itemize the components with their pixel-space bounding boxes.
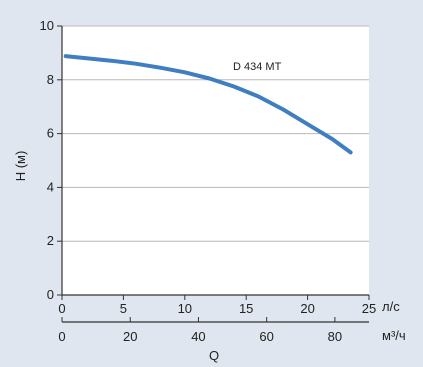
y-tick-label: 8 [47,72,54,87]
series-label: D 434 MT [233,61,282,73]
x-tick-label: 10 [178,301,192,316]
axes [57,25,370,300]
secondary-tick-label: 40 [191,329,205,344]
secondary-tick-label: 80 [328,329,342,344]
secondary-tick-label: 20 [123,329,137,344]
y-tick-label: 0 [47,287,54,302]
plot-area [62,26,369,295]
y-tick-label: 10 [40,18,54,33]
x-unit-top-label: л/с [382,299,400,314]
grid-lines [62,25,369,242]
x-tick-label: 25 [362,301,376,316]
x-axis-label: Q [209,348,219,363]
series-layer [63,54,353,155]
y-axis-label: H (м) [13,151,28,182]
secondary-tick-label: 60 [259,329,273,344]
x-tick-label: 15 [239,301,253,316]
secondary-x-axis: 0 20 40 60 80 [58,317,369,344]
tick-labels: 0 2 4 6 8 10 0 5 10 15 20 25 [40,18,377,316]
y-tick-label: 4 [47,179,54,194]
x-tick-label: 20 [300,301,314,316]
x-unit-bottom-label: м³/ч [382,328,406,343]
y-tick-label: 2 [47,233,54,248]
x-tick-label: 0 [58,301,65,316]
y-tick-label: 6 [47,126,54,141]
x-tick-label: 5 [120,301,127,316]
series-line [63,54,353,155]
plot-background [62,26,369,295]
secondary-tick-label: 0 [58,329,65,344]
